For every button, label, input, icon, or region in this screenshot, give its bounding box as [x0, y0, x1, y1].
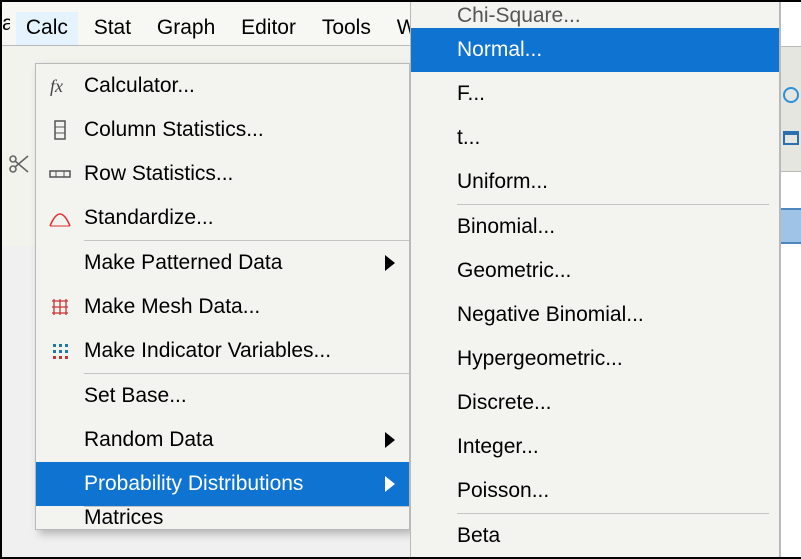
scissors-icon[interactable]: [6, 152, 30, 176]
menuitem-label: Calculator...: [84, 74, 395, 98]
menuitem-label: Standardize...: [84, 206, 395, 230]
toolbar-window-icon: [783, 131, 799, 145]
menu-editor[interactable]: Editor: [231, 12, 306, 46]
probability-distributions-submenu: Chi-Square... Normal... F... t... Unifor…: [410, 2, 780, 557]
submenuitem-f[interactable]: F...: [411, 72, 779, 116]
menuitem-probability-distributions[interactable]: Probability Distributions: [36, 462, 409, 506]
menuitem-label: Probability Distributions: [84, 472, 385, 496]
menuitem-label: Beta: [457, 524, 500, 548]
menuitem-label: Geometric...: [457, 259, 571, 283]
menuitem-random-data[interactable]: Random Data: [36, 418, 409, 462]
menuitem-label: t...: [457, 126, 480, 150]
menuitem-label: Integer...: [457, 435, 539, 459]
menuitem-label: Row Statistics...: [84, 162, 395, 186]
mesh-icon: [36, 295, 84, 319]
background-right-sliver: [780, 2, 801, 557]
column-icon: [36, 118, 84, 142]
submenuitem-integer[interactable]: Integer...: [411, 425, 779, 469]
svg-text:fx: fx: [50, 76, 63, 96]
menuitem-standardize[interactable]: Standardize...: [36, 196, 409, 240]
submenuitem-hypergeometric[interactable]: Hypergeometric...: [411, 337, 779, 381]
chevron-right-icon: [385, 476, 395, 492]
menu-tools[interactable]: Tools: [312, 12, 381, 46]
menuitem-label: Normal...: [457, 38, 542, 62]
menuitem-make-indicator-variables[interactable]: Make Indicator Variables...: [36, 329, 409, 373]
menuitem-calculator[interactable]: fx Calculator...: [36, 64, 409, 108]
clipped-prev-menu: a: [2, 12, 10, 45]
submenuitem-discrete[interactable]: Discrete...: [411, 381, 779, 425]
menuitem-label: Chi-Square...: [457, 4, 581, 28]
submenuitem-geometric[interactable]: Geometric...: [411, 249, 779, 293]
menuitem-make-patterned-data[interactable]: Make Patterned Data: [36, 241, 409, 285]
indicator-icon: [36, 339, 84, 363]
menuitem-label: Column Statistics...: [84, 118, 395, 142]
submenuitem-binomial[interactable]: Binomial...: [411, 205, 779, 249]
submenuitem-normal[interactable]: Normal...: [411, 28, 779, 72]
menuitem-set-base[interactable]: Set Base...: [36, 374, 409, 418]
chevron-right-icon: [385, 432, 395, 448]
menuitem-label: Random Data: [84, 428, 385, 452]
toolbar-sliver: [781, 46, 801, 172]
menuitem-label: Matrices: [84, 507, 395, 529]
menu-window[interactable]: Win: [387, 12, 410, 46]
menuitem-label: Make Indicator Variables...: [84, 339, 395, 363]
submenuitem-negative-binomial[interactable]: Negative Binomial...: [411, 293, 779, 337]
menubar: a Calc Stat Graph Editor Tools Win: [2, 2, 410, 46]
menuitem-make-mesh-data[interactable]: Make Mesh Data...: [36, 285, 409, 329]
fx-icon: fx: [36, 74, 84, 98]
menuitem-label: Discrete...: [457, 391, 552, 415]
submenuitem-chi-square[interactable]: Chi-Square...: [411, 2, 779, 28]
chevron-right-icon: [385, 255, 395, 271]
menuitem-label: Binomial...: [457, 215, 555, 239]
menuitem-label: Make Mesh Data...: [84, 295, 395, 319]
menu-stat[interactable]: Stat: [84, 12, 141, 46]
menuitem-label: Poisson...: [457, 479, 549, 503]
bell-icon: [36, 206, 84, 230]
menu-graph[interactable]: Graph: [147, 12, 225, 46]
menuitem-label: Make Patterned Data: [84, 251, 385, 275]
menuitem-column-statistics[interactable]: Column Statistics...: [36, 108, 409, 152]
menuitem-label: Uniform...: [457, 170, 548, 194]
menuitem-label: Set Base...: [84, 384, 395, 408]
calc-dropdown: fx Calculator... Column Statistics... Ro…: [35, 63, 410, 530]
menuitem-label: F...: [457, 82, 485, 106]
row-icon: [36, 162, 84, 186]
submenuitem-poisson[interactable]: Poisson...: [411, 469, 779, 513]
menuitem-label: Hypergeometric...: [457, 347, 623, 371]
toolbar-circle-icon: [783, 87, 799, 103]
submenuitem-uniform[interactable]: Uniform...: [411, 160, 779, 204]
menuitem-matrices[interactable]: Matrices: [36, 507, 409, 529]
menuitem-label: Negative Binomial...: [457, 303, 644, 327]
menuitem-row-statistics[interactable]: Row Statistics...: [36, 152, 409, 196]
menu-calc[interactable]: Calc: [16, 12, 78, 46]
submenuitem-t[interactable]: t...: [411, 116, 779, 160]
selected-row-sliver: [781, 208, 801, 244]
submenuitem-beta[interactable]: Beta: [411, 514, 779, 557]
